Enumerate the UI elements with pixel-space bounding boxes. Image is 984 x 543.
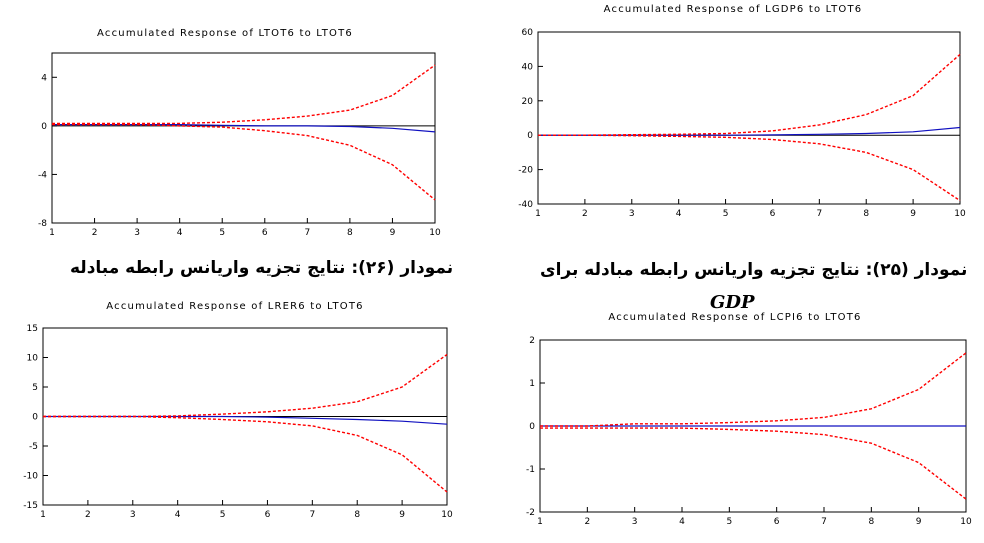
y-tick-label: 60 bbox=[522, 28, 534, 38]
chart-title: Accumulated Response of LTOT6 to LTOT6 bbox=[97, 28, 353, 39]
x-tick-label: 2 bbox=[85, 510, 91, 520]
x-tick-label: 9 bbox=[399, 510, 405, 520]
x-tick-label: 10 bbox=[954, 209, 966, 219]
chart-title: Accumulated Response of LGDP6 to LTOT6 bbox=[603, 4, 863, 15]
plot-frame bbox=[51, 52, 436, 224]
y-tick-label: 20 bbox=[522, 97, 534, 107]
x-tick-label: 8 bbox=[347, 228, 353, 238]
chart-plot: -40 -20 0 20 40 60 1 2 3 4 5 6 7 8 9 10 bbox=[518, 28, 966, 219]
x-tick-label: 5 bbox=[726, 517, 732, 527]
chart-lcpi-response: Accumulated Response of LCPI6 to LTOT6 -… bbox=[490, 312, 980, 543]
chart-lgdp-response: Accumulated Response of LGDP6 to LTOT6 -… bbox=[488, 4, 978, 229]
x-tick-label: 6 bbox=[770, 209, 776, 219]
series-line-upper bbox=[43, 353, 448, 418]
x-tick-label: 10 bbox=[429, 228, 441, 238]
series-line-response bbox=[52, 123, 436, 133]
x-tick-label: 1 bbox=[40, 510, 46, 520]
x-tick-label: 8 bbox=[863, 209, 869, 219]
x-tick-label: 2 bbox=[584, 517, 590, 527]
series-line-lower bbox=[43, 415, 448, 493]
y-tick-label: 1 bbox=[529, 379, 535, 389]
x-tick-label: 7 bbox=[821, 517, 827, 527]
x-tick-label: 6 bbox=[265, 510, 271, 520]
x-tick-label: 9 bbox=[916, 517, 922, 527]
x-tick-label: 7 bbox=[309, 510, 315, 520]
x-tick-label: 3 bbox=[632, 517, 638, 527]
series-line-upper bbox=[52, 64, 436, 125]
chart-plot: -2 -1 0 1 2 1 2 3 4 5 6 7 8 9 10 bbox=[526, 336, 972, 527]
y-tick-label: 10 bbox=[27, 354, 39, 364]
x-tick-label: 3 bbox=[629, 209, 635, 219]
y-tick-label: 0 bbox=[32, 413, 38, 423]
y-tick-label: -8 bbox=[38, 219, 47, 229]
x-tick-label: 7 bbox=[816, 209, 822, 219]
series-line-upper bbox=[538, 53, 961, 136]
x-tick-label: 5 bbox=[723, 209, 729, 219]
chart-plot: -8 -4 0 4 1 2 3 4 5 6 7 8 9 10 bbox=[38, 52, 441, 238]
x-tick-label: 1 bbox=[537, 517, 543, 527]
y-tick-label: -4 bbox=[38, 170, 47, 180]
y-tick-label: 2 bbox=[529, 336, 535, 346]
x-tick-label: 3 bbox=[134, 228, 140, 238]
x-tick-label: 1 bbox=[49, 228, 55, 238]
x-tick-label: 1 bbox=[535, 209, 541, 219]
x-tick-label: 2 bbox=[582, 209, 588, 219]
y-tick-label: -15 bbox=[23, 501, 38, 511]
x-tick-label: 4 bbox=[175, 510, 181, 520]
chart-lrer-response: Accumulated Response of LRER6 to LTOT6 -… bbox=[0, 301, 470, 536]
chart-ltot-response: Accumulated Response of LTOT6 to LTOT6 -… bbox=[0, 28, 450, 243]
series-line-lower bbox=[52, 123, 436, 201]
x-tick-label: 9 bbox=[390, 228, 396, 238]
y-tick-label: -20 bbox=[518, 166, 533, 176]
y-tick-label: -10 bbox=[23, 472, 38, 482]
y-tick-label: 5 bbox=[32, 383, 38, 393]
y-tick-label: -5 bbox=[29, 442, 38, 452]
chart-title: Accumulated Response of LRER6 to LTOT6 bbox=[106, 301, 364, 312]
y-tick-label: 40 bbox=[522, 62, 534, 72]
x-tick-label: 5 bbox=[220, 510, 226, 520]
x-tick-label: 4 bbox=[177, 228, 183, 238]
x-tick-label: 8 bbox=[354, 510, 360, 520]
y-tick-label: 0 bbox=[527, 131, 533, 141]
x-tick-label: 6 bbox=[774, 517, 780, 527]
x-tick-label: 5 bbox=[219, 228, 225, 238]
x-tick-label: 9 bbox=[910, 209, 916, 219]
y-tick-label: -40 bbox=[518, 200, 533, 210]
y-tick-label: 0 bbox=[529, 422, 535, 432]
chart-plot: -15 -10 -5 0 5 10 15 1 2 3 4 5 6 7 8 9 10 bbox=[23, 324, 453, 520]
y-tick-label: -1 bbox=[526, 465, 535, 475]
x-tick-label: 10 bbox=[960, 517, 972, 527]
series-line-lower bbox=[540, 427, 967, 500]
plot-frame bbox=[537, 31, 961, 205]
x-tick-label: 3 bbox=[130, 510, 136, 520]
y-tick-label: 15 bbox=[27, 324, 38, 334]
y-tick-label: 0 bbox=[41, 122, 47, 132]
figure-caption-26: نمودار (۲۶): نتایج تجزیه واریانس رابطه م… bbox=[70, 258, 454, 278]
x-tick-label: 7 bbox=[304, 228, 310, 238]
series-line-response bbox=[538, 126, 961, 136]
y-tick-label: -2 bbox=[526, 508, 535, 518]
x-tick-label: 4 bbox=[679, 517, 685, 527]
x-tick-label: 8 bbox=[868, 517, 874, 527]
series-line-upper bbox=[540, 352, 967, 427]
figure-caption-25-sub: GDP bbox=[710, 292, 755, 313]
series-line-lower bbox=[538, 134, 961, 202]
x-tick-label: 2 bbox=[92, 228, 98, 238]
y-tick-label: 4 bbox=[41, 73, 47, 83]
x-tick-label: 4 bbox=[676, 209, 682, 219]
figure-caption-25: نمودار (۲۵): نتایج تجزیه واریانس رابطه م… bbox=[540, 260, 968, 280]
x-tick-label: 6 bbox=[262, 228, 268, 238]
x-tick-label: 10 bbox=[441, 510, 453, 520]
chart-title: Accumulated Response of LCPI6 to LTOT6 bbox=[608, 312, 862, 323]
